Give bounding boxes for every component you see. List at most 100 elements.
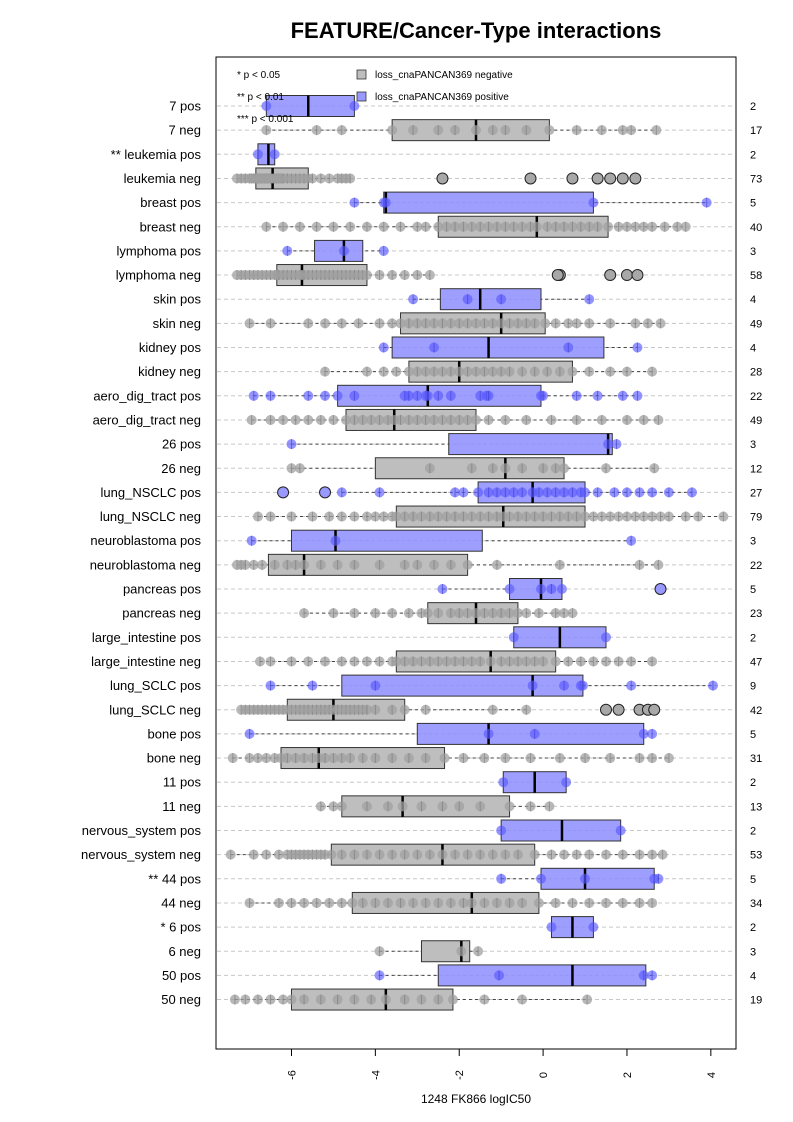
chart-title: FEATURE/Cancer-Type interactions [291,18,662,43]
box-pos [540,867,655,890]
row-label: 50 neg [161,992,201,1007]
sample-count: 5 [750,874,756,886]
sample-count: 79 [750,512,762,524]
sample-count: 17 [750,125,762,137]
outlier-point [612,703,625,716]
sample-count: 28 [750,367,762,379]
sample-count: 5 [750,584,756,596]
sample-count: 47 [750,656,762,668]
legend-significance-1: * p < 0.05 [237,70,281,81]
outlier-point [277,486,290,499]
sample-count: 73 [750,173,762,185]
sample-count: 31 [750,753,762,765]
row-label: 26 pos [162,437,202,452]
row-label: breast neg [140,219,201,234]
row-label: large_intestine neg [91,654,201,669]
boxes [230,95,724,1011]
legend-label-positive: loss_cnaPANCAN369 positive [375,92,509,103]
row-label: bone pos [148,726,202,741]
box-pos [391,336,605,359]
row-label: neuroblastoma pos [90,533,201,548]
row-label: large_intestine pos [92,630,202,645]
row-label: ** 44 pos [148,871,201,886]
row-label: lung_NSCLC neg [100,509,201,524]
row-label: pancreas pos [123,582,202,597]
row-label: 26 neg [161,461,201,476]
row-label: lung_NSCLC pos [101,485,202,500]
row-label: lung_SCLC neg [109,702,201,717]
row-label: skin pos [153,292,201,307]
row-label: 44 neg [161,895,201,910]
row-label: leukemia neg [124,171,201,186]
outlier-point [620,269,633,282]
row-label: aero_dig_tract neg [93,412,201,427]
plot-frame [215,56,737,1050]
row-label: 50 pos [162,968,202,983]
row-label: 6 neg [168,944,201,959]
outlier-point [436,172,449,185]
legend: * p < 0.05 ** p < 0.01 *** p < 0.001 los… [237,69,513,125]
sample-count: 5 [750,198,756,210]
sample-count: 4 [750,343,756,355]
row-label: pancreas neg [122,606,201,621]
sample-count: 34 [750,898,762,910]
x-tick-label: 4 [706,1072,718,1078]
row-label: 11 pos [163,775,202,790]
outlier-point [604,172,617,185]
sample-count: 22 [750,560,762,572]
row-label: neuroblastoma neg [90,557,201,572]
sample-count: 23 [750,608,762,620]
outlier-point [631,269,644,282]
outlier-point [616,172,629,185]
row-label: bone neg [147,751,201,766]
box-pos [437,964,647,987]
row-label: * 6 pos [161,920,202,935]
row-labels: 7 pos 7 neg ** leukemia pos leukemia neg bre… [81,99,201,1008]
legend-label-negative: loss_cnaPANCAN369 negative [375,70,513,81]
row-label: 7 neg [168,123,201,138]
sample-count: 22 [750,391,762,403]
sample-count: 2 [750,777,756,789]
legend-swatch-negative [356,69,367,80]
row-label: kidney pos [139,340,202,355]
box-pos [448,433,613,456]
legend-significance-3: *** p < 0.001 [237,114,294,125]
outlier-point [524,172,537,185]
sample-count: 53 [750,850,762,862]
outlier-point [591,172,604,185]
sample-count: 3 [750,246,756,258]
x-tick-label: 0 [538,1072,550,1078]
sample-count: 3 [750,439,756,451]
sample-count: 49 [750,415,762,427]
row-label: nervous_system neg [81,847,201,862]
x-tick-label: -6 [286,1070,298,1080]
sample-count: 19 [750,995,762,1007]
sample-count: 40 [750,222,762,234]
row-label: nervous_system pos [82,823,202,838]
row-label: breast pos [140,195,201,210]
row-label: skin neg [153,316,201,331]
outlier-point [600,703,612,716]
row-label: lung_SCLC pos [110,678,202,693]
row-label: kidney neg [138,364,201,379]
sample-count: 2 [750,149,756,161]
outlier-point [654,583,667,595]
sample-count: 2 [750,632,756,644]
row-label: ** leukemia pos [111,147,202,162]
sample-count: 5 [750,729,756,741]
x-axis-label: 1248 FK866 logIC50 [421,1092,531,1106]
row-label: lymphoma pos [116,243,201,258]
row-label: 11 neg [162,799,201,814]
legend-significance-2: ** p < 0.01 [237,92,284,103]
x-tick-label: 2 [622,1072,634,1078]
legend-swatch-positive [356,91,367,102]
sample-count: 4 [750,294,756,306]
row-label: aero_dig_tract pos [93,388,201,403]
box-pos [314,239,364,262]
sample-count: 27 [750,487,762,499]
box-pos [383,191,594,214]
x-axis: -6 -4 -2 0 2 4 [286,1049,718,1080]
box-pos [439,288,542,311]
sample-count: 49 [750,318,762,330]
